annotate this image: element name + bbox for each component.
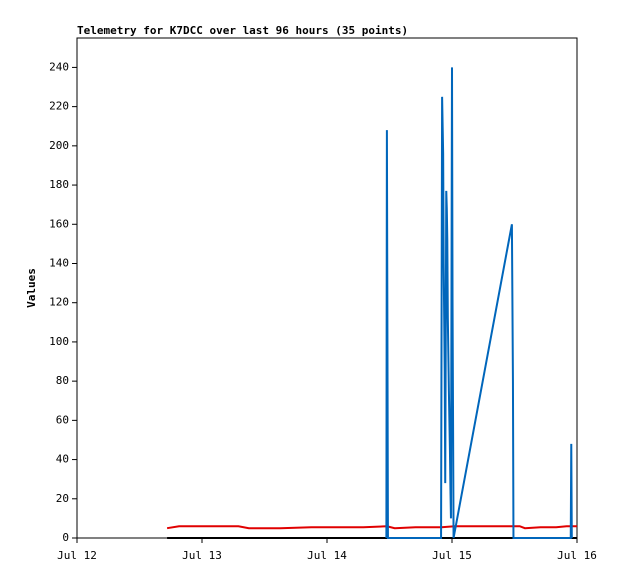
y-tick-label: 240 [49, 60, 69, 73]
y-tick-label: 100 [49, 335, 69, 348]
y-tick-label: 20 [56, 492, 69, 505]
series-line [385, 67, 573, 539]
y-tick-label: 140 [49, 256, 69, 269]
y-tick-label: 60 [56, 413, 69, 426]
y-tick-label: 120 [49, 296, 69, 309]
x-tick-label: Jul 13 [182, 549, 222, 562]
x-tick-label: Jul 14 [307, 549, 347, 562]
y-tick-label: 220 [49, 100, 69, 113]
x-tick-label: Jul 12 [57, 549, 97, 562]
y-tick-label: 80 [56, 374, 69, 387]
y-tick-label: 200 [49, 139, 69, 152]
y-tick-label: 40 [56, 453, 69, 466]
x-tick-label: Jul 16 [557, 549, 597, 562]
y-axis-label: Values [25, 268, 38, 308]
y-tick-label: 160 [49, 217, 69, 230]
series-line [166, 525, 577, 530]
x-tick-label: Jul 15 [432, 549, 472, 562]
y-tick-label: 180 [49, 178, 69, 191]
chart-title: Telemetry for K7DCC over last 96 hours (… [77, 24, 408, 37]
y-tick-label: 0 [62, 531, 69, 544]
